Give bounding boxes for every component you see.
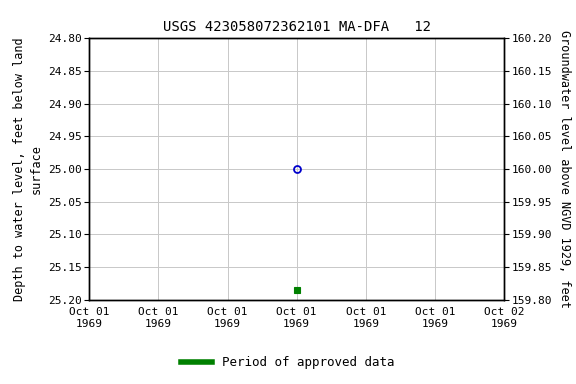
Legend: Period of approved data: Period of approved data xyxy=(176,351,400,374)
Y-axis label: Groundwater level above NGVD 1929, feet: Groundwater level above NGVD 1929, feet xyxy=(558,30,571,308)
Y-axis label: Depth to water level, feet below land
surface: Depth to water level, feet below land su… xyxy=(13,37,42,301)
Title: USGS 423058072362101 MA-DFA   12: USGS 423058072362101 MA-DFA 12 xyxy=(162,20,431,35)
